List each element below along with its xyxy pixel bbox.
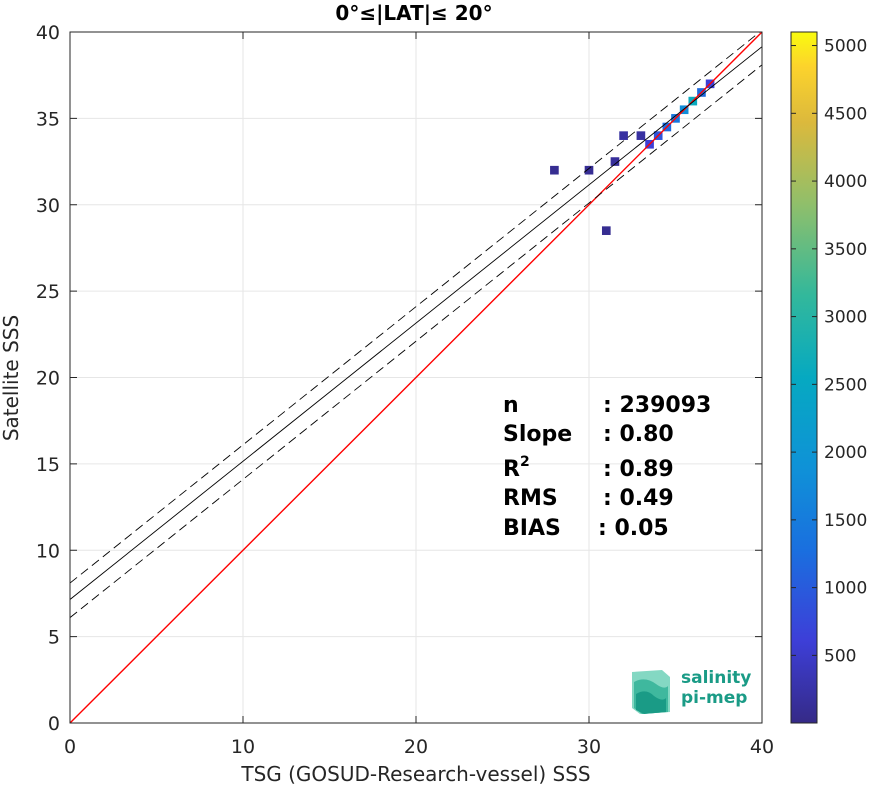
colorbar-tick-label-4: 2500 bbox=[824, 375, 867, 395]
stat-value-bias: : 0.05 bbox=[598, 516, 669, 541]
y-tick-label-7: 35 bbox=[36, 108, 60, 130]
colorbar-tick-label-2: 1500 bbox=[824, 511, 867, 531]
y-tick-label-4: 20 bbox=[36, 368, 60, 390]
colorbar-tick-label-5: 3000 bbox=[824, 308, 867, 328]
colorbar-tick-label-7: 4000 bbox=[824, 172, 867, 192]
y-tick-label-2: 10 bbox=[36, 540, 60, 562]
colorbar-ticks: 500 1000 1500 2000 2500 3000 3500 4000 4500 5000 bbox=[791, 37, 867, 666]
stat-value-slope: : 0.80 bbox=[603, 422, 674, 447]
colorbar-tick-label-8: 4500 bbox=[824, 104, 867, 124]
stat-value-rms: : 0.49 bbox=[603, 486, 674, 511]
colorbar-tick-label-9: 5000 bbox=[824, 37, 867, 57]
y-tick-label-0: 0 bbox=[48, 713, 60, 735]
colorbar-tick-label-0: 500 bbox=[824, 646, 856, 666]
x-axis-label: TSG (GOSUD-Research-vessel) SSS bbox=[240, 762, 590, 786]
x-tick-label-3: 30 bbox=[577, 736, 601, 758]
colorbar bbox=[791, 32, 817, 723]
density-cell-10 bbox=[610, 157, 620, 166]
x-tick-label-4: 40 bbox=[750, 736, 774, 758]
y-tick-label-5: 25 bbox=[36, 281, 60, 303]
stat-label-n: n bbox=[503, 393, 519, 418]
line-regression-fit bbox=[70, 46, 762, 600]
reference-lines bbox=[70, 32, 762, 723]
chart-title: 0°≤|LAT|≤ 20° bbox=[335, 1, 492, 25]
line-fit-rms bbox=[70, 64, 762, 618]
density-cell-12 bbox=[601, 226, 611, 235]
y-tick-label-8: 40 bbox=[36, 22, 60, 44]
density-cell-1 bbox=[636, 131, 646, 140]
stat-value-r2: : 0.89 bbox=[603, 457, 674, 482]
stat-value-n: : 239093 bbox=[603, 393, 711, 418]
logo-mark-front bbox=[636, 691, 666, 714]
density-cell-13 bbox=[550, 165, 559, 175]
colorbar-frame bbox=[790, 31, 818, 724]
stat-label-bias: BIAS bbox=[503, 516, 561, 541]
logo-text-line1: salinity bbox=[681, 668, 751, 688]
colorbar-tick-label-6: 3500 bbox=[824, 240, 867, 260]
x-axis-ticks: 0 10 20 30 40 bbox=[64, 32, 774, 758]
line-fit-rms bbox=[70, 32, 761, 584]
stat-label-rms: RMS bbox=[503, 486, 558, 511]
colorbar-tick-label-3: 2000 bbox=[824, 443, 867, 463]
y-axis-ticks: 0 5 10 15 20 25 30 35 40 bbox=[36, 22, 762, 735]
line-identity-1-1- bbox=[70, 32, 762, 723]
logo-text-line2: pi-mep bbox=[681, 688, 747, 708]
colorbar-tick-label-1: 1000 bbox=[824, 579, 867, 599]
density-cell-0 bbox=[619, 131, 628, 140]
stats-annotation: n : 239093 Slope : 0.80 R2 : 0.89 RMS : … bbox=[503, 393, 711, 541]
x-tick-label-0: 0 bbox=[64, 736, 76, 758]
y-tick-label-3: 15 bbox=[36, 454, 60, 476]
y-tick-label-6: 30 bbox=[36, 195, 60, 217]
x-tick-label-2: 20 bbox=[404, 736, 428, 758]
salinity-pi-mep-logo: salinity pi-mep bbox=[632, 668, 751, 714]
stat-label-slope: Slope bbox=[503, 422, 572, 447]
y-tick-label-1: 5 bbox=[48, 627, 60, 649]
x-tick-label-1: 10 bbox=[231, 736, 255, 758]
y-axis-label: Satellite SSS bbox=[0, 315, 23, 441]
density-cell-11 bbox=[584, 165, 594, 175]
